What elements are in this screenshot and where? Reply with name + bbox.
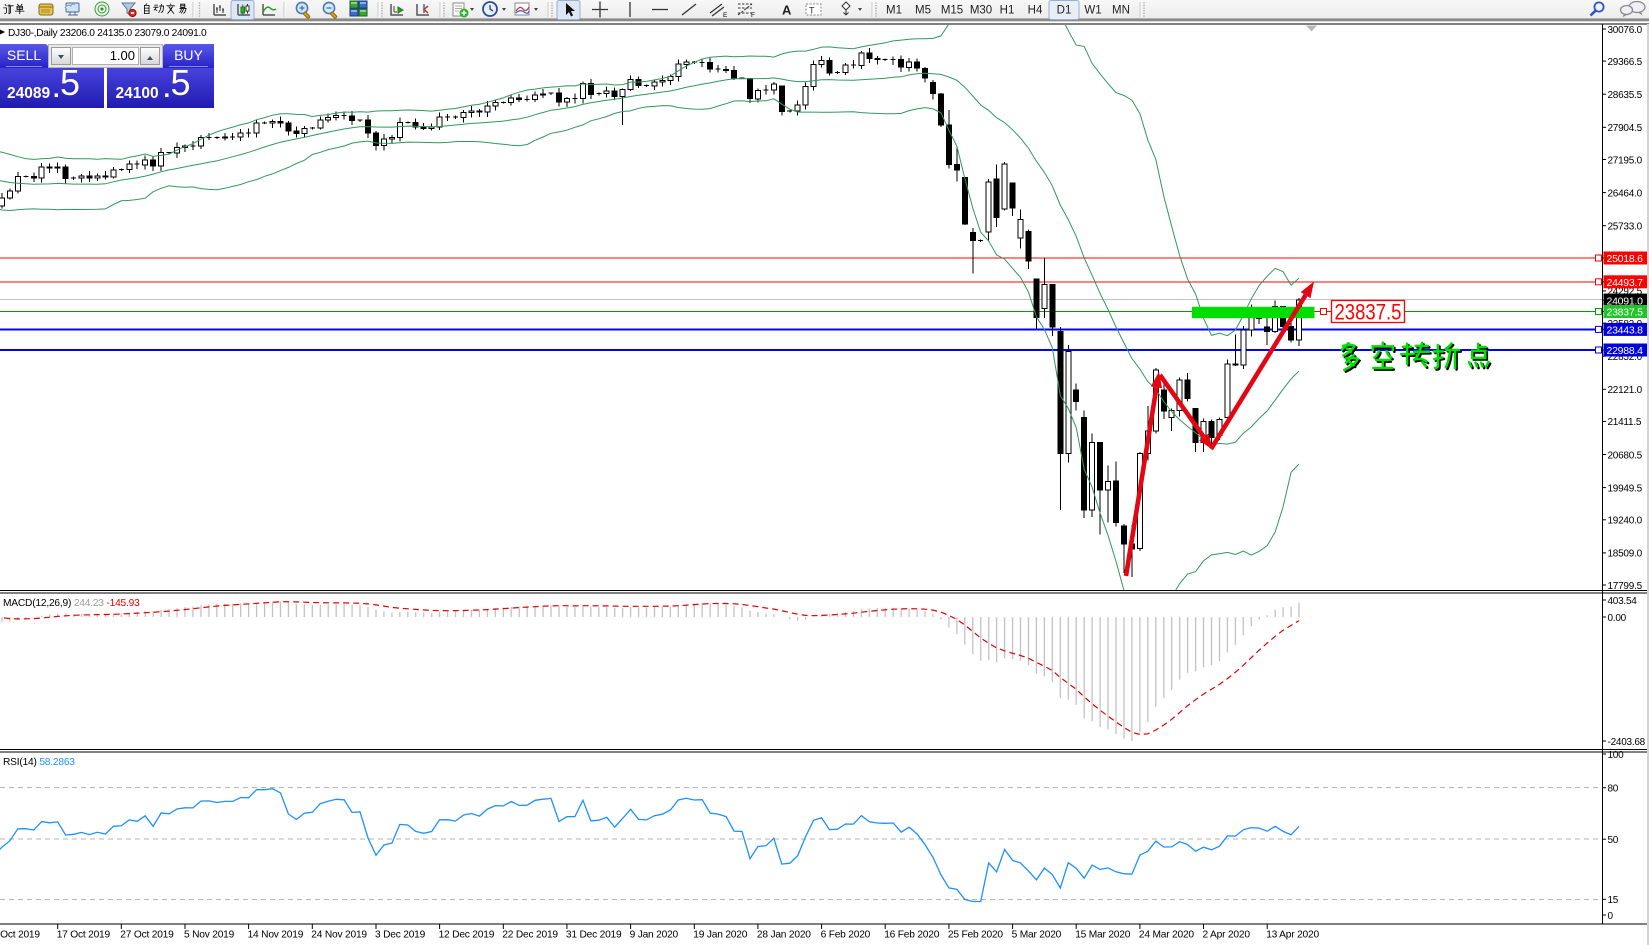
svg-text:18509.0: 18509.0 bbox=[1608, 549, 1643, 560]
svg-text:21411.5: 21411.5 bbox=[1608, 417, 1642, 428]
svg-text:22988.4: 22988.4 bbox=[1607, 345, 1644, 357]
svg-text:27904.5: 27904.5 bbox=[1608, 123, 1643, 134]
svg-text:H4: H4 bbox=[1028, 5, 1043, 17]
svg-text:-2403.68: -2403.68 bbox=[1608, 737, 1646, 748]
svg-text:25733.0: 25733.0 bbox=[1608, 222, 1643, 233]
svg-text:0.00: 0.00 bbox=[1608, 613, 1627, 624]
svg-text:403.54: 403.54 bbox=[1608, 596, 1638, 607]
svg-text:24493.7: 24493.7 bbox=[1607, 277, 1644, 289]
svg-text:17799.5: 17799.5 bbox=[1608, 581, 1643, 592]
svg-text:5 Nov 2019: 5 Nov 2019 bbox=[184, 930, 235, 941]
svg-text:28 Jan 2020: 28 Jan 2020 bbox=[757, 930, 811, 941]
svg-text:22 Dec 2019: 22 Dec 2019 bbox=[502, 930, 558, 941]
svg-text:0: 0 bbox=[1608, 911, 1614, 922]
svg-text:100: 100 bbox=[1608, 750, 1625, 761]
svg-text:27195.0: 27195.0 bbox=[1608, 155, 1643, 166]
svg-text:23837.5: 23837.5 bbox=[1335, 300, 1402, 325]
svg-text:M5: M5 bbox=[915, 5, 931, 17]
svg-text:20680.5: 20680.5 bbox=[1608, 450, 1643, 461]
svg-text:3 Dec 2019: 3 Dec 2019 bbox=[375, 930, 426, 941]
svg-text:19 Jan 2020: 19 Jan 2020 bbox=[693, 930, 747, 941]
svg-text:25018.6: 25018.6 bbox=[1607, 253, 1644, 265]
svg-text:31 Dec 2019: 31 Dec 2019 bbox=[566, 930, 622, 941]
svg-text:RSI(14) 58.2863: RSI(14) 58.2863 bbox=[3, 757, 75, 768]
svg-text:M30: M30 bbox=[970, 5, 992, 17]
svg-text:5 Mar 2020: 5 Mar 2020 bbox=[1012, 930, 1062, 941]
svg-text:M1: M1 bbox=[886, 5, 902, 17]
svg-text:27 Oct 2019: 27 Oct 2019 bbox=[120, 930, 174, 941]
svg-text:19240.0: 19240.0 bbox=[1608, 516, 1643, 527]
svg-text:T: T bbox=[809, 6, 815, 16]
svg-text:E: E bbox=[723, 12, 728, 19]
svg-text:9 Jan 2020: 9 Jan 2020 bbox=[630, 930, 679, 941]
svg-text:MACD(12,26,9) 244.23 -145.93: MACD(12,26,9) 244.23 -145.93 bbox=[3, 598, 140, 609]
svg-text:H1: H1 bbox=[1000, 5, 1015, 17]
svg-text:DJ30-,Daily 23206.0 24135.0 2: DJ30-,Daily 23206.0 24135.0 23079.0 2409… bbox=[8, 28, 207, 39]
svg-text:24091.0: 24091.0 bbox=[1607, 295, 1644, 307]
svg-text:F: F bbox=[751, 12, 755, 19]
svg-text:6 Feb 2020: 6 Feb 2020 bbox=[821, 930, 871, 941]
svg-text:14 Nov 2019: 14 Nov 2019 bbox=[248, 930, 304, 941]
svg-text:2 Apr 2020: 2 Apr 2020 bbox=[1203, 930, 1251, 941]
svg-text:23837.5: 23837.5 bbox=[1607, 307, 1644, 319]
svg-text:24 Mar 2020: 24 Mar 2020 bbox=[1139, 930, 1195, 941]
svg-text:26464.0: 26464.0 bbox=[1608, 188, 1643, 199]
svg-text:8 Oct 2019: 8 Oct 2019 bbox=[0, 930, 40, 941]
svg-text:24 Nov 2019: 24 Nov 2019 bbox=[311, 930, 367, 941]
svg-text:17 Oct 2019: 17 Oct 2019 bbox=[57, 930, 111, 941]
svg-text:30076.0: 30076.0 bbox=[1608, 25, 1643, 36]
svg-text:50: 50 bbox=[1608, 835, 1619, 846]
svg-text:25 Feb 2020: 25 Feb 2020 bbox=[948, 930, 1004, 941]
svg-text:MN: MN bbox=[1112, 5, 1130, 17]
svg-text:M15: M15 bbox=[941, 5, 963, 17]
svg-text:A: A bbox=[782, 3, 792, 18]
svg-text:22121.0: 22121.0 bbox=[1608, 385, 1643, 396]
svg-text:29366.5: 29366.5 bbox=[1608, 57, 1643, 68]
svg-text:22852.0: 22852.0 bbox=[1608, 352, 1643, 363]
svg-text:15: 15 bbox=[1608, 895, 1619, 906]
svg-text:13 Apr 2020: 13 Apr 2020 bbox=[1266, 930, 1319, 941]
svg-text:W1: W1 bbox=[1084, 5, 1101, 17]
svg-text:80: 80 bbox=[1608, 784, 1619, 795]
svg-text:28635.5: 28635.5 bbox=[1608, 90, 1643, 101]
svg-text:23443.8: 23443.8 bbox=[1607, 325, 1644, 337]
svg-text:24292.5: 24292.5 bbox=[1608, 287, 1643, 298]
svg-text:12 Dec 2019: 12 Dec 2019 bbox=[439, 930, 495, 941]
svg-text:16 Feb 2020: 16 Feb 2020 bbox=[884, 930, 940, 941]
svg-text:19949.5: 19949.5 bbox=[1608, 483, 1643, 494]
svg-text:D1: D1 bbox=[1057, 5, 1072, 17]
svg-text:15 Mar 2020: 15 Mar 2020 bbox=[1075, 930, 1131, 941]
